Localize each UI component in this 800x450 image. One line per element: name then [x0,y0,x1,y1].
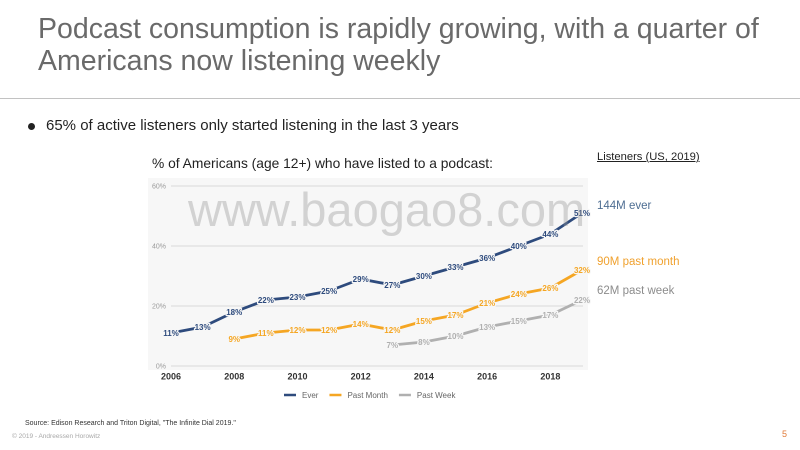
y-tick-label: 20% [152,304,166,311]
ever-data-label: 11% [163,329,179,338]
past-month-data-label: 9% [228,335,240,344]
ever-data-label: 33% [448,263,464,272]
y-tick-label: 0% [156,364,166,371]
past-month-data-label: 12% [321,326,337,335]
past-week-data-label: 10% [448,332,464,341]
copyright-footer: © 2019 - Andreessen Horowitz [12,433,101,440]
title-divider [0,98,800,99]
past-month-data-label: 15% [416,317,432,326]
past-week-data-label: 15% [511,317,527,326]
chart-data-labels: 11% 13% 18% 22% 23% 25% 29% 27% 30% 33% 36% 40% 44% 5… [162,208,591,352]
stat-past-week: 62M past week [597,285,675,297]
ever-data-label: 30% [416,272,432,281]
x-tick-label: 2006 [161,372,181,382]
past-week-data-label: 22% [574,296,590,305]
ever-data-label: 22% [258,296,274,305]
ever-data-label: 44% [542,230,558,239]
x-tick-label: 2010 [287,372,307,382]
page-number: 5 [782,429,788,439]
slide-title: Podcast consumption is rapidly growing, … [38,13,759,77]
past-week-data-label: 17% [542,311,558,320]
ever-data-label: 25% [321,287,337,296]
past-week-data-label: 7% [387,341,399,350]
listeners-heading: Listeners (US, 2019) [597,151,700,163]
x-tick-label: 2008 [224,372,244,382]
legend-item-past-month: Past Month [329,391,388,400]
ever-data-label: 36% [479,254,495,263]
bullet-text: 65% of active listeners only started lis… [46,117,459,134]
past-month-data-label: 17% [448,311,464,320]
past-month-data-label: 12% [384,326,400,335]
past-month-data-label: 21% [479,299,495,308]
x-tick-label: 2016 [477,372,497,382]
past-month-line [232,268,584,341]
chart-grid [171,185,583,367]
ever-data-label: 13% [195,323,211,332]
ever-data-label: 23% [289,293,305,302]
legend-item-ever: Ever [284,391,319,400]
ever-data-label: 29% [353,275,369,284]
past-month-data-label: 32% [574,266,590,275]
chart-series [169,211,584,347]
source-note: Source: Edison Research and Triton Digit… [25,420,236,427]
bullet-dot [28,122,35,130]
chart-title: % of Americans (age 12+) who have listed… [152,156,493,171]
legend-label: Past Month [347,391,387,400]
ever-data-label: 27% [384,281,400,290]
past-month-data-label: 11% [258,329,274,338]
stat-past-month: 90M past month [597,256,680,268]
ever-data-label: 40% [511,242,527,251]
past-week-line [390,298,584,347]
past-month-data-label: 12% [289,326,305,335]
x-axis: 2006 2008 2010 2012 2014 2016 2018 [161,372,560,382]
past-month-data-label: 24% [511,290,527,299]
legend-item-past-week: Past Week [398,391,457,400]
ever-data-label: 18% [226,308,242,317]
x-tick-label: 2018 [540,372,560,382]
ever-line [169,211,584,335]
past-week-data-label: 8% [418,338,430,347]
x-tick-label: 2012 [351,372,371,382]
bullet-point: 65% of active listeners only started lis… [28,116,459,136]
past-month-data-label: 14% [353,320,369,329]
y-tick-label: 40% [152,244,166,251]
y-axis: 0% 20% 40% 60% [152,184,166,371]
ever-data-label: 51% [574,209,590,218]
chart-legend: Ever Past Month Past Week [284,391,456,400]
y-tick-label: 60% [152,184,166,191]
past-month-data-label: 26% [542,284,558,293]
legend-label: Ever [302,391,319,400]
past-week-data-label: 13% [479,323,495,332]
legend-label: Past Week [417,391,457,400]
chart-background [148,178,588,370]
stat-ever: 144M ever [597,200,652,212]
x-tick-label: 2014 [414,372,434,382]
